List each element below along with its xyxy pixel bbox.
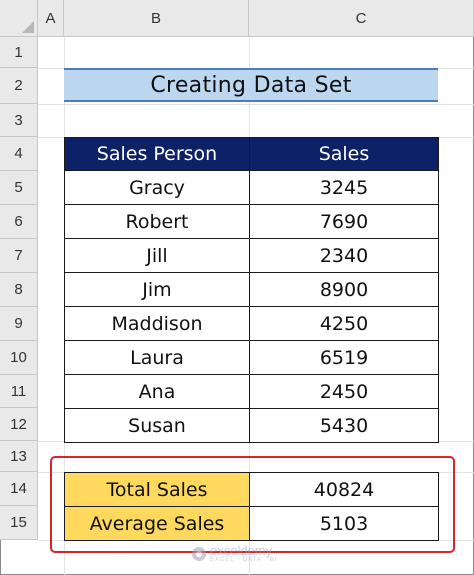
highlight-box [50, 456, 455, 553]
table-row: Maddison 4250 [64, 306, 439, 341]
table-header-row: Sales Person Sales [64, 137, 439, 171]
table-row: Susan 5430 [64, 408, 439, 443]
average-sales-value[interactable]: 5103 [249, 506, 439, 541]
cell-sales[interactable]: 4250 [249, 306, 439, 341]
cell-sales-person[interactable]: Gracy [64, 170, 250, 205]
summary-row-average: Average Sales 5103 [64, 506, 439, 541]
summary-table: Total Sales 40824 Average Sales 5103 [64, 472, 439, 541]
cell-sales-person[interactable]: Laura [64, 340, 250, 375]
row-header-15[interactable]: 15 [0, 506, 38, 540]
select-all-triangle-icon [22, 21, 34, 33]
select-all-corner[interactable] [0, 0, 38, 37]
cell-sales[interactable]: 7690 [249, 204, 439, 239]
cell-sales[interactable]: 3245 [249, 170, 439, 205]
cell-sales-person[interactable]: Ana [64, 374, 250, 409]
exceldemy-logo-icon [192, 546, 206, 561]
header-sales[interactable]: Sales [249, 137, 439, 171]
cell-sales-person[interactable]: Maddison [64, 306, 250, 341]
column-header-c[interactable]: C [249, 0, 474, 37]
cell-sales-person[interactable]: Robert [64, 204, 250, 239]
watermark-tagline: EXCEL · DATA · BI [210, 557, 278, 563]
sales-table: Sales Person Sales Gracy 3245 Robert 769… [64, 137, 439, 443]
row-header-11[interactable]: 11 [0, 375, 38, 408]
row-header-8[interactable]: 8 [0, 273, 38, 307]
watermark: exceldemy EXCEL · DATA · BI [192, 544, 278, 563]
row-header-7[interactable]: 7 [0, 239, 38, 273]
row-header-14[interactable]: 14 [0, 472, 38, 506]
summary-row-total: Total Sales 40824 [64, 472, 439, 507]
row-header-9[interactable]: 9 [0, 307, 38, 341]
title-cell[interactable]: Creating Data Set [64, 68, 438, 102]
header-sales-person[interactable]: Sales Person [64, 137, 250, 171]
table-row: Jill 2340 [64, 238, 439, 273]
table-row: Ana 2450 [64, 374, 439, 409]
row-header-3[interactable]: 3 [0, 104, 38, 137]
row-header-4[interactable]: 4 [0, 137, 38, 171]
gridline [38, 104, 474, 105]
cell-sales[interactable]: 6519 [249, 340, 439, 375]
row-header-12[interactable]: 12 [0, 408, 38, 441]
cell-sales[interactable]: 2450 [249, 374, 439, 409]
table-row: Laura 6519 [64, 340, 439, 375]
column-header-a[interactable]: A [38, 0, 64, 37]
cell-sales[interactable]: 5430 [249, 408, 439, 443]
row-header-6[interactable]: 6 [0, 205, 38, 239]
cell-sales-person[interactable]: Jim [64, 272, 250, 307]
column-header-b[interactable]: B [64, 0, 249, 37]
table-row: Gracy 3245 [64, 170, 439, 205]
cell-sales[interactable]: 2340 [249, 238, 439, 273]
cell-sales[interactable]: 8900 [249, 272, 439, 307]
row-header-5[interactable]: 5 [0, 171, 38, 205]
row-header-13[interactable]: 13 [0, 441, 38, 472]
gridline [38, 540, 474, 541]
cell-sales-person[interactable]: Susan [64, 408, 250, 443]
total-sales-label[interactable]: Total Sales [64, 472, 250, 507]
table-row: Jim 8900 [64, 272, 439, 307]
cell-sales-person[interactable]: Jill [64, 238, 250, 273]
row-header-1[interactable]: 1 [0, 37, 38, 68]
row-header-10[interactable]: 10 [0, 341, 38, 375]
table-row: Robert 7690 [64, 204, 439, 239]
row-header-2[interactable]: 2 [0, 68, 38, 104]
average-sales-label[interactable]: Average Sales [64, 506, 250, 541]
watermark-name: exceldemy [210, 543, 273, 558]
watermark-text: exceldemy EXCEL · DATA · BI [210, 544, 278, 563]
